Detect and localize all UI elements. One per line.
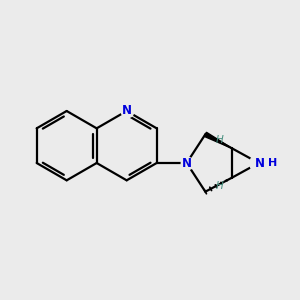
Text: H: H bbox=[215, 135, 223, 145]
Text: N: N bbox=[255, 157, 265, 169]
Text: N: N bbox=[182, 157, 192, 169]
Polygon shape bbox=[204, 132, 232, 148]
Text: N: N bbox=[122, 104, 132, 118]
Text: H: H bbox=[215, 181, 223, 191]
Text: H: H bbox=[268, 158, 277, 168]
